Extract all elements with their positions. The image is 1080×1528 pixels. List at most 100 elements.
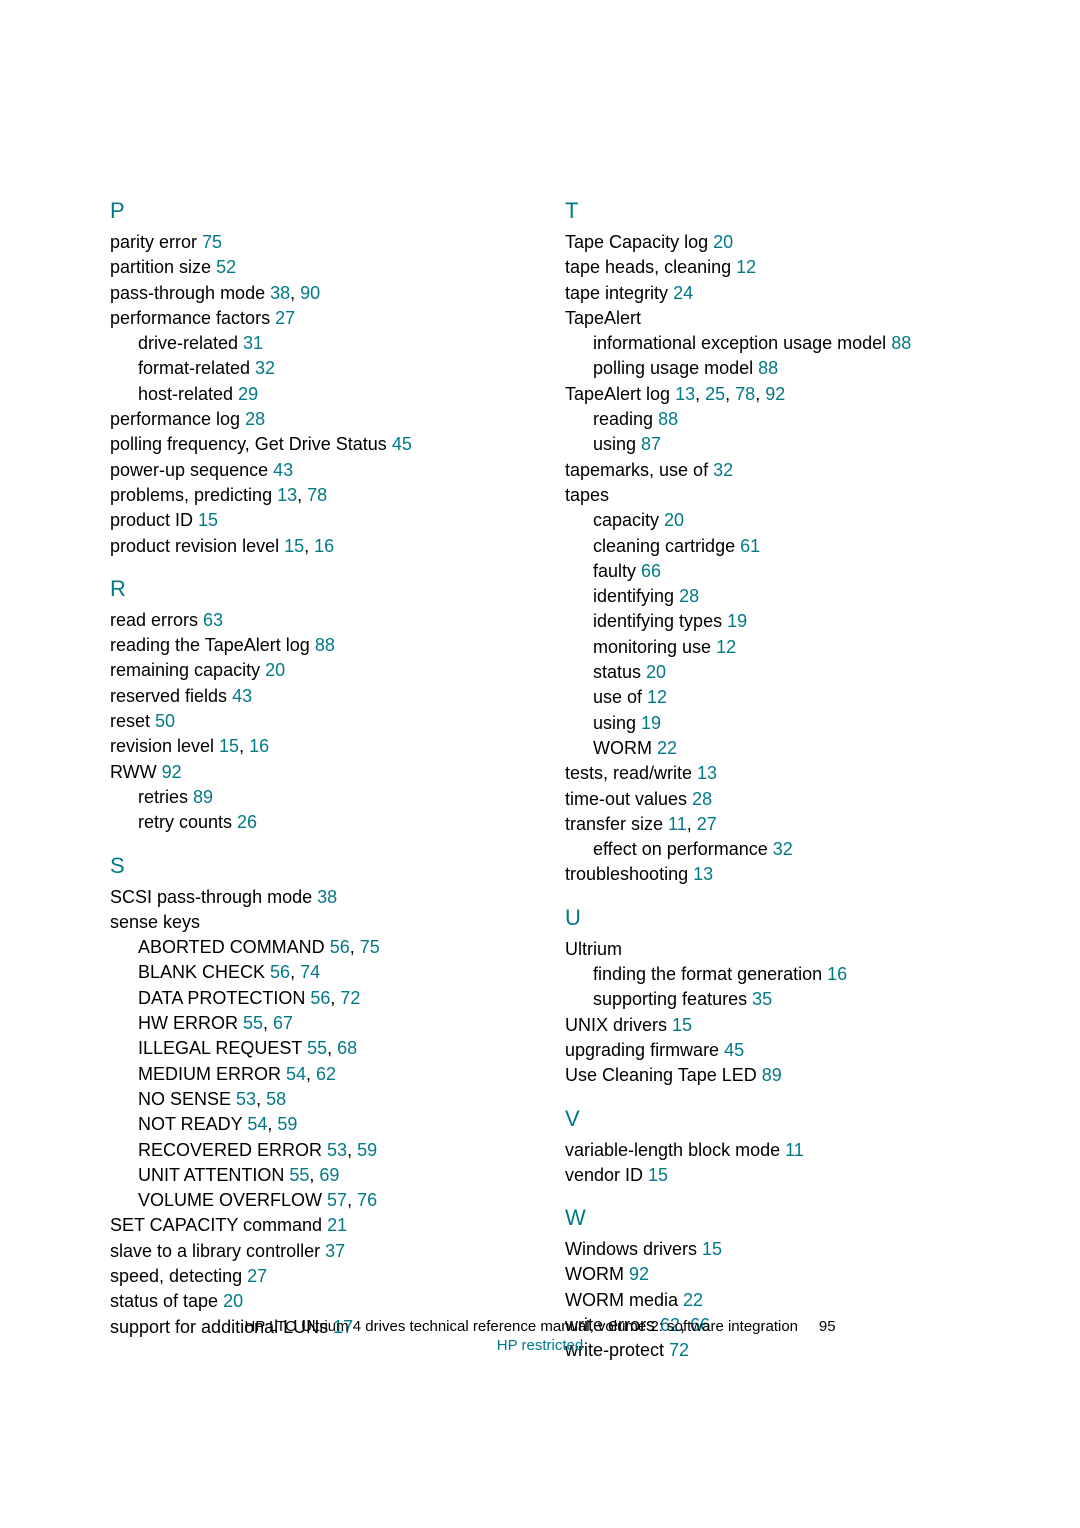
index-page-ref[interactable]: 28 <box>679 586 699 606</box>
index-page-ref[interactable]: 58 <box>266 1089 286 1109</box>
index-page-ref[interactable]: 27 <box>275 308 295 328</box>
index-entry: tapes <box>565 483 970 507</box>
index-page-ref[interactable]: 13 <box>693 864 713 884</box>
index-page-ref[interactable]: 78 <box>735 384 755 404</box>
index-page-ref[interactable]: 31 <box>243 333 263 353</box>
index-entry-text: tapes <box>565 485 609 505</box>
index-page-ref[interactable]: 32 <box>255 358 275 378</box>
index-page-ref[interactable]: 22 <box>657 738 677 758</box>
index-page-ref[interactable]: 45 <box>392 434 412 454</box>
index-page-ref[interactable]: 12 <box>716 637 736 657</box>
index-page-ref[interactable]: 26 <box>237 812 257 832</box>
index-page-ref[interactable]: 16 <box>249 736 269 756</box>
index-page-ref[interactable]: 32 <box>713 460 733 480</box>
index-page-ref[interactable]: 53 <box>327 1140 347 1160</box>
index-page-ref[interactable]: 15 <box>219 736 239 756</box>
index-page-ref[interactable]: 19 <box>641 713 661 733</box>
index-page-ref[interactable]: 72 <box>340 988 360 1008</box>
index-page-ref[interactable]: 15 <box>198 510 218 530</box>
index-page-ref[interactable]: 50 <box>155 711 175 731</box>
index-page-ref[interactable]: 43 <box>273 460 293 480</box>
index-page-ref[interactable]: 55 <box>307 1038 327 1058</box>
index-page-ref[interactable]: 92 <box>765 384 785 404</box>
index-page-ref[interactable]: 66 <box>641 561 661 581</box>
index-page-ref[interactable]: 13 <box>675 384 695 404</box>
index-page-ref[interactable]: 74 <box>300 962 320 982</box>
index-page-ref[interactable]: 20 <box>223 1291 243 1311</box>
index-page-ref[interactable]: 53 <box>236 1089 256 1109</box>
index-entry: WORM media 22 <box>565 1288 970 1312</box>
index-page-ref[interactable]: 11 <box>668 814 687 834</box>
index-page-ref[interactable]: 20 <box>664 510 684 530</box>
index-page-ref[interactable]: 27 <box>247 1266 267 1286</box>
index-page-ref[interactable]: 15 <box>648 1165 668 1185</box>
index-page-ref[interactable]: 59 <box>357 1140 377 1160</box>
index-page-ref[interactable]: 68 <box>337 1038 357 1058</box>
index-entry-text: retry counts <box>138 812 237 832</box>
index-page-ref[interactable]: 15 <box>702 1239 722 1259</box>
index-page-ref[interactable]: 56 <box>270 962 290 982</box>
index-page-ref[interactable]: 67 <box>273 1013 293 1033</box>
index-page-ref[interactable]: 37 <box>325 1241 345 1261</box>
index-entry: product ID 15 <box>110 508 515 532</box>
index-page-ref[interactable]: 19 <box>727 611 747 631</box>
index-page-ref[interactable]: 15 <box>284 536 304 556</box>
index-page-ref[interactable]: 69 <box>319 1165 339 1185</box>
index-page-ref[interactable]: 45 <box>724 1040 744 1060</box>
index-page-ref[interactable]: 92 <box>629 1264 649 1284</box>
index-page-ref[interactable]: 57 <box>327 1190 347 1210</box>
index-page-ref[interactable]: 76 <box>357 1190 377 1210</box>
index-page-ref[interactable]: 27 <box>697 814 717 834</box>
index-page-ref[interactable]: 28 <box>692 789 712 809</box>
index-page-ref[interactable]: 55 <box>289 1165 309 1185</box>
index-entry: vendor ID 15 <box>565 1163 970 1187</box>
index-page-ref[interactable]: 59 <box>277 1114 297 1134</box>
index-page-ref[interactable]: 89 <box>193 787 213 807</box>
index-page-ref[interactable]: 38 <box>270 283 290 303</box>
index-page-ref[interactable]: 55 <box>243 1013 263 1033</box>
index-entry-text: finding the format generation <box>593 964 827 984</box>
index-page-ref[interactable]: 38 <box>317 887 337 907</box>
index-page-ref[interactable]: 88 <box>891 333 911 353</box>
index-page-ref[interactable]: 52 <box>216 257 236 277</box>
index-page-ref[interactable]: 43 <box>232 686 252 706</box>
index-page-ref[interactable]: 56 <box>310 988 330 1008</box>
index-page-ref[interactable]: 20 <box>713 232 733 252</box>
index-page-ref[interactable]: 29 <box>238 384 258 404</box>
index-page-ref[interactable]: 88 <box>658 409 678 429</box>
index-page-ref[interactable]: 21 <box>327 1215 347 1235</box>
index-page-ref[interactable]: 75 <box>360 937 380 957</box>
index-page-ref[interactable]: 24 <box>673 283 693 303</box>
index-page-ref[interactable]: 75 <box>202 232 222 252</box>
index-page-ref[interactable]: 13 <box>697 763 717 783</box>
index-page-ref[interactable]: 87 <box>641 434 661 454</box>
index-page-ref[interactable]: 20 <box>265 660 285 680</box>
index-page-ref[interactable]: 54 <box>286 1064 306 1084</box>
index-page-ref[interactable]: 35 <box>752 989 772 1009</box>
index-page-ref[interactable]: 12 <box>736 257 756 277</box>
index-page-ref[interactable]: 22 <box>683 1290 703 1310</box>
index-page-ref[interactable]: 56 <box>330 937 350 957</box>
index-page-ref[interactable]: 62 <box>316 1064 336 1084</box>
index-page-ref[interactable]: 28 <box>245 409 265 429</box>
index-page-ref[interactable]: 16 <box>314 536 334 556</box>
index-page-ref[interactable]: 11 <box>785 1140 804 1160</box>
index-page-ref[interactable]: 88 <box>315 635 335 655</box>
index-page-ref[interactable]: 90 <box>300 283 320 303</box>
index-page-ref[interactable]: 63 <box>203 610 223 630</box>
index-page-ref[interactable]: 54 <box>247 1114 267 1134</box>
index-page-ref[interactable]: 89 <box>762 1065 782 1085</box>
index-page-ref[interactable]: 16 <box>827 964 847 984</box>
index-entry-text: faulty <box>593 561 641 581</box>
index-page-ref[interactable]: 88 <box>758 358 778 378</box>
index-page-ref[interactable]: 25 <box>705 384 725 404</box>
index-page-ref[interactable]: 78 <box>307 485 327 505</box>
index-page-ref[interactable]: 12 <box>647 687 667 707</box>
index-page-ref[interactable]: 13 <box>277 485 297 505</box>
index-page-ref[interactable]: 15 <box>672 1015 692 1035</box>
index-page-ref[interactable]: 61 <box>740 536 760 556</box>
index-page-ref[interactable]: 32 <box>773 839 793 859</box>
footer: HP LTO Ultrium 4 drives technical refere… <box>0 1318 1080 1354</box>
index-page-ref[interactable]: 20 <box>646 662 666 682</box>
index-page-ref[interactable]: 92 <box>162 762 182 782</box>
